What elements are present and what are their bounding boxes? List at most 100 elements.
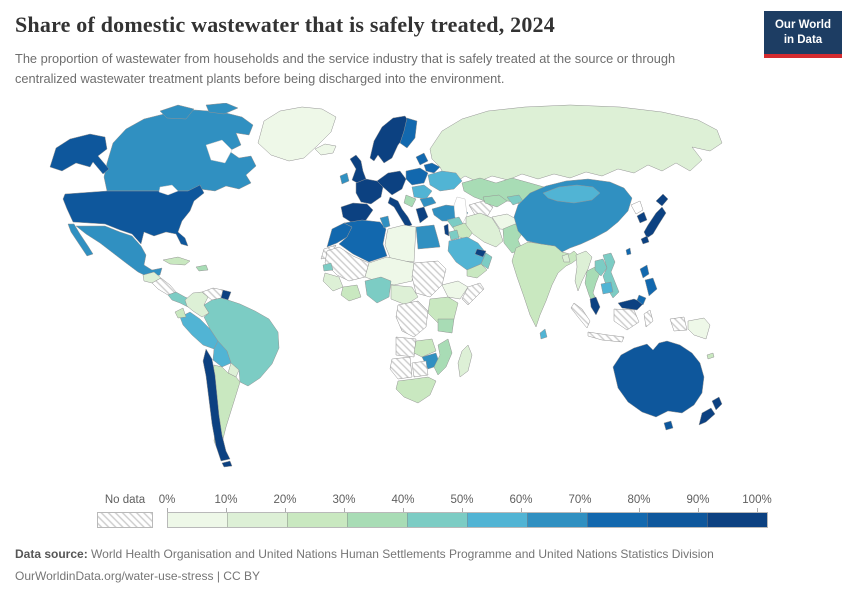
country-japan-kyushu[interactable]	[640, 235, 650, 245]
country-angola[interactable]	[395, 336, 417, 358]
legend-bin[interactable]	[347, 513, 407, 527]
country-australia[interactable]	[612, 340, 705, 418]
country-madagascar[interactable]	[457, 344, 473, 378]
country-philippines-luzon[interactable]	[639, 264, 650, 279]
country-philippines-mindanao[interactable]	[636, 294, 647, 306]
country-western-balkans[interactable]	[403, 194, 417, 208]
country-south-korea[interactable]	[636, 211, 648, 224]
country-ethiopia[interactable]	[441, 280, 469, 300]
country-egypt[interactable]	[415, 224, 441, 250]
country-nigeria[interactable]	[364, 276, 392, 304]
country-turkmenistan[interactable]	[468, 200, 494, 218]
legend-bin[interactable]	[467, 513, 527, 527]
country-south-africa[interactable]	[395, 376, 437, 404]
legend-no-data-swatch[interactable]	[97, 512, 153, 528]
legend-bin[interactable]	[647, 513, 707, 527]
country-bulgaria[interactable]	[419, 196, 437, 208]
country-baltic-states[interactable]	[415, 152, 429, 166]
country-france[interactable]	[355, 178, 384, 205]
country-iran[interactable]	[465, 212, 504, 248]
country-canada-arctic-islands-2[interactable]	[205, 103, 239, 115]
country-germany-central-europe[interactable]	[376, 170, 407, 196]
country-philippines-visayas[interactable]	[644, 277, 658, 297]
country-bangladesh[interactable]	[561, 253, 571, 263]
country-romania-hungary[interactable]	[411, 184, 433, 200]
country-new-zealand-south[interactable]	[698, 407, 716, 426]
country-myanmar[interactable]	[574, 250, 593, 292]
country-indonesia-sumatra[interactable]	[570, 302, 591, 329]
country-cuba[interactable]	[162, 256, 191, 266]
legend-bin[interactable]	[527, 513, 587, 527]
country-indonesia-java[interactable]	[587, 331, 625, 343]
country-usa[interactable]	[62, 184, 205, 247]
country-malaysia-borneo[interactable]	[617, 298, 645, 311]
country-mexico-baja[interactable]	[67, 223, 94, 257]
country-poland-czechia[interactable]	[405, 167, 429, 186]
country-canada[interactable]	[103, 109, 257, 192]
country-chile[interactable]	[202, 348, 231, 462]
country-tierra-del-fuego[interactable]	[221, 460, 233, 468]
legend-bin[interactable]	[407, 513, 467, 527]
country-ireland[interactable]	[339, 172, 350, 185]
country-mozambique[interactable]	[433, 338, 453, 376]
country-mexico[interactable]	[75, 225, 163, 278]
country-usa-alaska[interactable]	[49, 133, 110, 175]
country-cameroon-car[interactable]	[390, 284, 419, 306]
legend-bin[interactable]	[227, 513, 287, 527]
country-brazil[interactable]	[203, 297, 280, 387]
country-indonesia-sulawesi[interactable]	[643, 309, 654, 328]
country-sudan[interactable]	[411, 260, 447, 298]
country-botswana[interactable]	[411, 360, 429, 378]
country-fiji[interactable]	[706, 352, 715, 360]
country-algeria[interactable]	[338, 219, 388, 263]
country-ecuador[interactable]	[174, 307, 187, 319]
country-china[interactable]	[513, 178, 633, 253]
country-japan-hokkaido[interactable]	[655, 193, 669, 207]
country-uae-qatar[interactable]	[474, 248, 487, 258]
country-sri-lanka[interactable]	[539, 328, 548, 340]
country-namibia[interactable]	[389, 356, 413, 380]
legend-bin[interactable]	[287, 513, 347, 527]
country-finland[interactable]	[399, 117, 418, 149]
country-spain-portugal[interactable]	[340, 202, 374, 225]
country-somalia[interactable]	[461, 282, 485, 306]
license-line[interactable]: OurWorldinData.org/water-use-stress | CC…	[15, 568, 260, 583]
country-tanzania[interactable]	[437, 318, 455, 334]
country-india[interactable]	[511, 241, 581, 328]
country-ivory-coast-ghana[interactable]	[340, 284, 362, 302]
country-tasmania[interactable]	[663, 420, 674, 431]
country-israel[interactable]	[443, 223, 450, 237]
country-russia[interactable]	[429, 104, 723, 183]
country-greece[interactable]	[415, 206, 429, 224]
country-papua-new-guinea[interactable]	[687, 317, 711, 340]
legend-bin[interactable]	[707, 513, 767, 527]
country-japan-honshu[interactable]	[643, 206, 667, 239]
country-oman[interactable]	[480, 252, 493, 270]
country-uzbekistan[interactable]	[482, 194, 508, 208]
country-indonesia-borneo[interactable]	[613, 308, 640, 331]
country-indonesia-west-papua[interactable]	[669, 316, 688, 332]
country-zambia[interactable]	[413, 338, 437, 358]
country-senegal[interactable]	[322, 262, 334, 272]
country-taiwan[interactable]	[625, 247, 632, 256]
country-mongolia[interactable]	[542, 184, 601, 204]
country-drc[interactable]	[395, 300, 429, 338]
country-ukraine[interactable]	[427, 170, 463, 192]
country-cambodia[interactable]	[600, 281, 614, 295]
country-laos[interactable]	[594, 258, 608, 277]
country-jordan[interactable]	[448, 229, 460, 241]
country-libya[interactable]	[384, 224, 417, 263]
country-hispaniola[interactable]	[195, 264, 209, 272]
country-iceland[interactable]	[314, 143, 337, 156]
country-malaysia-peninsula[interactable]	[589, 296, 601, 316]
country-tunisia[interactable]	[379, 215, 391, 229]
country-new-zealand-north[interactable]	[711, 396, 723, 411]
owid-logo[interactable]: Our World in Data	[764, 11, 842, 58]
country-canada-arctic-islands[interactable]	[159, 104, 195, 120]
country-greenland[interactable]	[257, 106, 337, 162]
country-united-kingdom[interactable]	[349, 154, 367, 185]
country-guinea-region[interactable]	[322, 272, 344, 292]
country-belarus[interactable]	[423, 162, 441, 174]
country-yemen[interactable]	[466, 263, 488, 279]
country-north-korea[interactable]	[630, 200, 644, 215]
